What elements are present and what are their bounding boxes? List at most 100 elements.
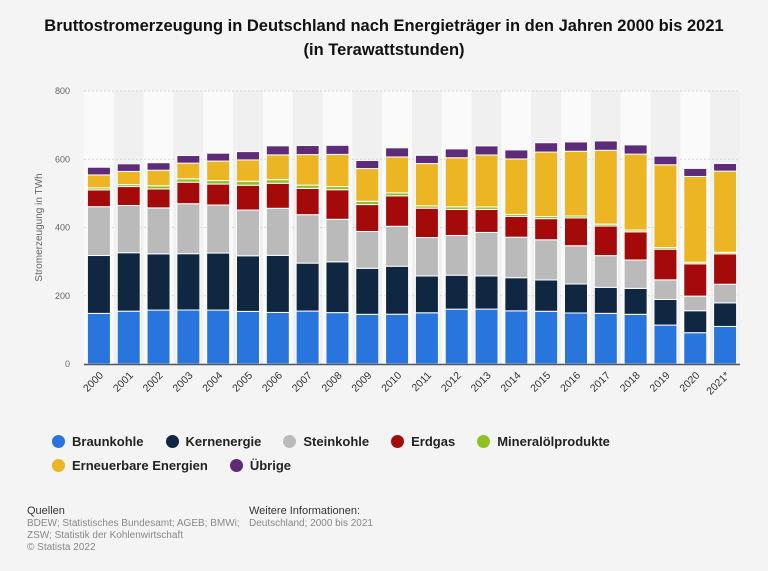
bar-segment-steinkohle — [295, 214, 320, 264]
bar-segment-kernenergie — [265, 254, 290, 313]
bar-segment-kernenergie — [176, 253, 201, 311]
x-tick-label: 2008 — [320, 370, 345, 395]
bar-segment-übrige — [564, 141, 588, 152]
bar-segment-übrige — [325, 144, 350, 155]
bar-segment-erneuerbare-energien — [444, 157, 469, 208]
legend-item[interactable]: Erneuerbare Energien — [52, 456, 208, 474]
more-info: Weitere Informationen: Deutschland; 2000… — [249, 504, 373, 530]
bar-segment-erdgas — [86, 189, 111, 208]
x-tick-label: 2006 — [260, 370, 285, 395]
bar-segment-braunkohle — [86, 312, 111, 365]
bar-segment-braunkohle — [325, 312, 350, 365]
bar-segment-steinkohle — [355, 230, 380, 269]
legend-item[interactable]: Erdgas — [391, 432, 455, 450]
legend-item[interactable]: Kernenergie — [165, 432, 261, 450]
bar-segment-erdgas — [146, 188, 171, 209]
bar-segment-übrige — [653, 155, 678, 166]
bar-segment-übrige — [474, 145, 499, 156]
x-tick-label: 2019 — [648, 370, 673, 395]
bar-segment-steinkohle — [116, 204, 141, 254]
legend-label: Erneuerbare Energien — [72, 457, 208, 473]
legend-marker — [477, 434, 491, 448]
x-tick-label: 2020 — [677, 370, 702, 395]
bar-segment-übrige — [683, 167, 708, 177]
bar-segment-kernenergie — [653, 298, 678, 326]
legend-label: Mineralölprodukte — [497, 433, 610, 449]
bar-segment-braunkohle — [176, 309, 201, 365]
legend-label: Übrige — [249, 457, 291, 473]
bar-segment-braunkohle — [385, 313, 410, 365]
bar-segment-erdgas — [265, 182, 290, 209]
bar-segment-erneuerbare-energien — [176, 162, 201, 180]
bar-segment-erneuerbare-energien — [146, 169, 171, 187]
bar-segment-braunkohle — [146, 309, 171, 365]
bar-segment-braunkohle — [265, 311, 290, 365]
legend-label: Steinkohle — [303, 433, 370, 449]
bar-segment-erdgas — [683, 263, 708, 297]
bar-segment-erdgas — [295, 187, 320, 216]
bar-segment-erneuerbare-energien — [236, 159, 260, 182]
x-tick-label: 2016 — [558, 370, 583, 395]
info-heading: Weitere Informationen: — [249, 505, 361, 517]
legend-marker — [229, 458, 243, 472]
bar-segment-steinkohle — [176, 203, 201, 255]
bar-segment-kernenergie — [385, 265, 410, 315]
legend-marker — [52, 434, 65, 448]
bar-segment-steinkohle — [206, 204, 231, 254]
legend-item[interactable]: Übrige — [229, 456, 291, 474]
legend: Braunkohle Kernenergie Steinkohle Erdgas Min… — [52, 432, 742, 474]
legend-marker — [283, 434, 297, 448]
bar-segment-übrige — [713, 162, 738, 172]
bar-segment-erdgas — [713, 253, 738, 285]
legend-item[interactable]: Mineralölprodukte — [477, 432, 610, 450]
bar-segment-braunkohle — [116, 310, 141, 365]
bar-segment-mineralölprodukte — [176, 178, 201, 183]
bar-segment-erneuerbare-energien — [653, 164, 678, 249]
bar-segment-erneuerbare-energien — [385, 156, 410, 194]
bar-segment-erdgas — [444, 208, 469, 236]
bar-segment-steinkohle — [325, 218, 350, 263]
bar-segment-kernenergie — [534, 279, 559, 312]
legend-marker — [52, 458, 65, 472]
bar-segment-erdgas — [116, 186, 141, 206]
bar-segment-kernenergie — [444, 274, 469, 310]
bar-segment-übrige — [355, 160, 380, 170]
bar-segment-übrige — [444, 148, 469, 159]
bar-segment-erdgas — [206, 183, 231, 206]
bar-segment-erdgas — [325, 189, 350, 220]
bar-segment-kernenergie — [683, 310, 708, 334]
bar-segment-braunkohle — [414, 312, 439, 365]
legend-label: Braunkohle — [72, 433, 144, 449]
bar-segment-kernenergie — [623, 287, 648, 315]
bar-segment-übrige — [176, 155, 201, 164]
bar-segment-erneuerbare-energien — [295, 154, 320, 186]
bar-segment-braunkohle — [713, 325, 738, 365]
x-tick-label: 2003 — [170, 370, 195, 395]
bar-segment-erneuerbare-energien — [265, 154, 290, 181]
bar-segment-erdgas — [564, 217, 588, 247]
bar-segment-kernenergie — [325, 261, 350, 314]
bar-segment-braunkohle — [355, 313, 380, 365]
bar-segment-übrige — [385, 147, 410, 158]
bar-segment-steinkohle — [564, 245, 588, 285]
bar-segment-steinkohle — [623, 259, 648, 289]
bar-segment-kernenergie — [414, 275, 439, 314]
bar-segment-kernenergie — [295, 262, 320, 312]
bar-segment-kernenergie — [713, 302, 738, 327]
bar-segment-erdgas — [504, 215, 529, 238]
info-text: Deutschland; 2000 bis 2021 — [249, 518, 373, 529]
bar-segment-übrige — [265, 145, 290, 156]
bar-segment-übrige — [206, 152, 231, 162]
bar-segment-mineralölprodukte — [206, 180, 231, 185]
copyright: © Statista 2022 — [27, 542, 96, 553]
legend-item[interactable]: Steinkohle — [283, 432, 369, 450]
bar-segment-erdgas — [534, 218, 559, 241]
x-tick-label: 2021* — [704, 370, 732, 398]
bar-segment-steinkohle — [713, 283, 738, 304]
bar-segment-erneuerbare-energien — [86, 174, 111, 189]
source-line: ZSW; Statistik der Kohlenwirtschaft — [27, 530, 183, 541]
legend-item[interactable]: Braunkohle — [52, 432, 144, 450]
bar-segment-steinkohle — [265, 207, 290, 256]
x-tick-label: 2001 — [111, 370, 136, 395]
